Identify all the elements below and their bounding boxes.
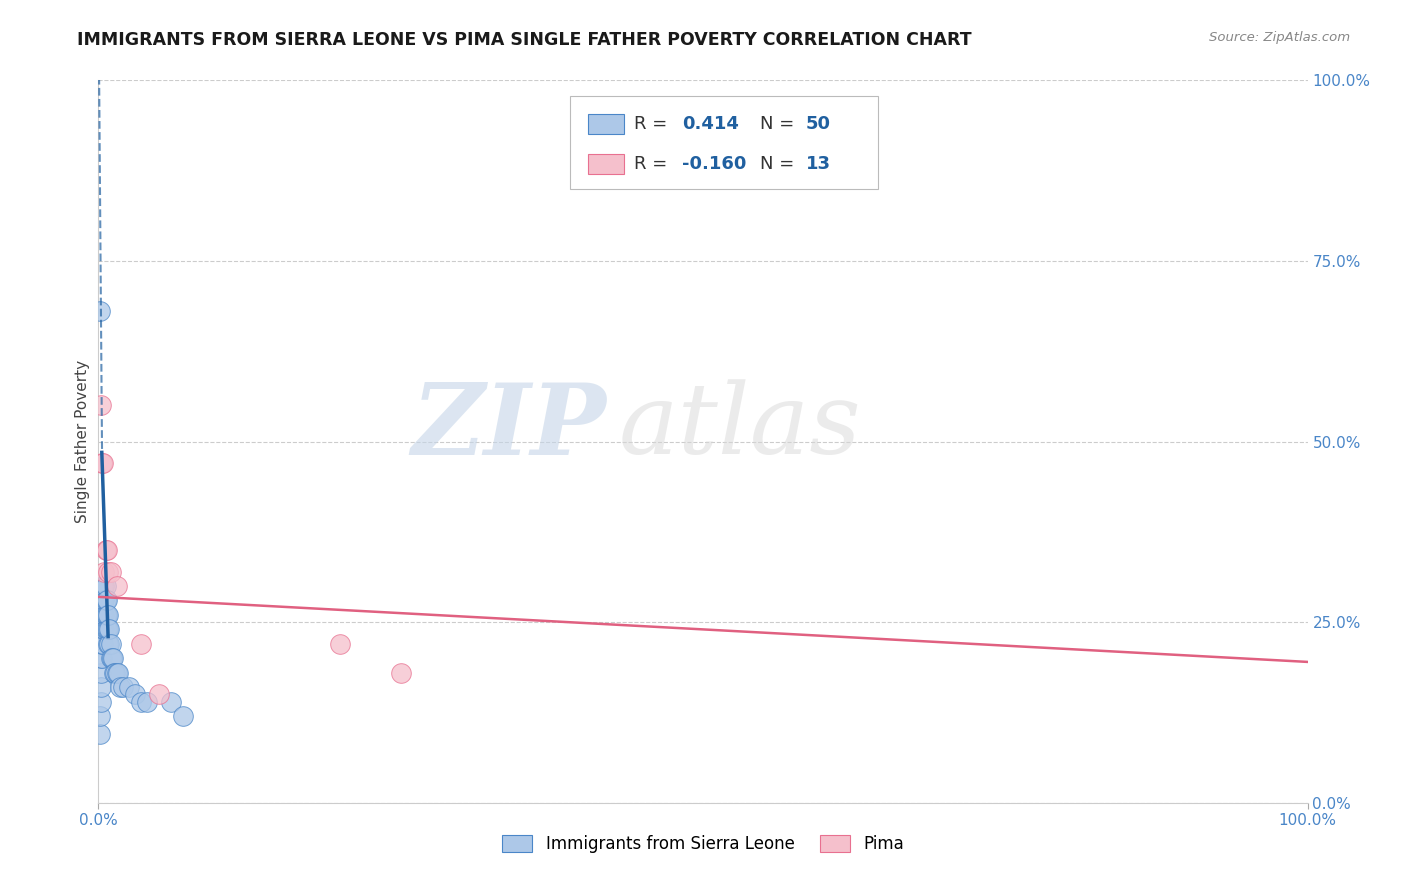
Point	[105, 579, 128, 593]
Point	[96, 623, 118, 637]
Point	[98, 623, 121, 637]
Point	[91, 637, 114, 651]
Text: ZIP: ZIP	[412, 379, 606, 475]
Point	[100, 637, 122, 651]
Point	[103, 665, 125, 680]
Point	[90, 680, 112, 694]
Point	[96, 542, 118, 557]
Point	[90, 651, 112, 665]
Point	[91, 456, 114, 470]
Point	[91, 593, 114, 607]
Point	[91, 579, 114, 593]
Point	[105, 665, 128, 680]
Point	[91, 593, 114, 607]
Point	[97, 623, 120, 637]
Point	[91, 607, 114, 622]
Point	[135, 695, 157, 709]
Point	[93, 607, 115, 622]
Point	[89, 304, 111, 318]
Y-axis label: Single Father Poverty: Single Father Poverty	[75, 360, 90, 523]
Point	[91, 623, 114, 637]
Point	[100, 565, 122, 579]
Point	[90, 637, 112, 651]
Text: Source: ZipAtlas.com: Source: ZipAtlas.com	[1209, 31, 1350, 45]
Point	[93, 579, 115, 593]
Legend: Immigrants from Sierra Leone, Pima: Immigrants from Sierra Leone, Pima	[496, 828, 910, 860]
Bar	[588, 114, 624, 135]
Point	[329, 637, 352, 651]
Text: IMMIGRANTS FROM SIERRA LEONE VS PIMA SINGLE FATHER POVERTY CORRELATION CHART: IMMIGRANTS FROM SIERRA LEONE VS PIMA SIN…	[77, 31, 972, 49]
Point	[91, 651, 114, 665]
Point	[91, 637, 114, 651]
Text: atlas: atlas	[619, 379, 860, 475]
Point	[97, 565, 120, 579]
Point	[94, 542, 117, 557]
Point	[129, 637, 152, 651]
Point	[98, 637, 121, 651]
Text: -0.160: -0.160	[682, 155, 747, 173]
Point	[148, 687, 170, 701]
Point	[93, 593, 115, 607]
Point	[108, 680, 131, 694]
Text: 13: 13	[806, 155, 831, 173]
Point	[104, 665, 127, 680]
Text: 50: 50	[806, 115, 831, 133]
Text: N =: N =	[759, 155, 794, 173]
Point	[91, 607, 114, 622]
Bar	[588, 154, 624, 174]
Text: R =: R =	[634, 115, 668, 133]
Text: N =: N =	[759, 115, 794, 133]
Point	[124, 687, 146, 701]
Point	[129, 695, 152, 709]
Point	[91, 456, 114, 470]
Point	[89, 709, 111, 723]
FancyBboxPatch shape	[569, 96, 879, 189]
Text: R =: R =	[634, 155, 668, 173]
Point	[101, 651, 124, 665]
Point	[96, 593, 118, 607]
Point	[89, 727, 111, 741]
Point	[91, 623, 114, 637]
Point	[94, 593, 117, 607]
Point	[94, 579, 117, 593]
Point	[100, 651, 122, 665]
Point	[94, 607, 117, 622]
Text: 0.414: 0.414	[682, 115, 740, 133]
Point	[90, 665, 112, 680]
Point	[172, 709, 194, 723]
Point	[90, 398, 112, 412]
Point	[97, 607, 120, 622]
Point	[93, 565, 115, 579]
Point	[389, 665, 412, 680]
Point	[90, 695, 112, 709]
Point	[96, 607, 118, 622]
Point	[100, 651, 122, 665]
Point	[107, 665, 129, 680]
Point	[94, 623, 117, 637]
Point	[118, 680, 141, 694]
Point	[97, 637, 120, 651]
Point	[93, 623, 115, 637]
Point	[160, 695, 183, 709]
Point	[111, 680, 134, 694]
